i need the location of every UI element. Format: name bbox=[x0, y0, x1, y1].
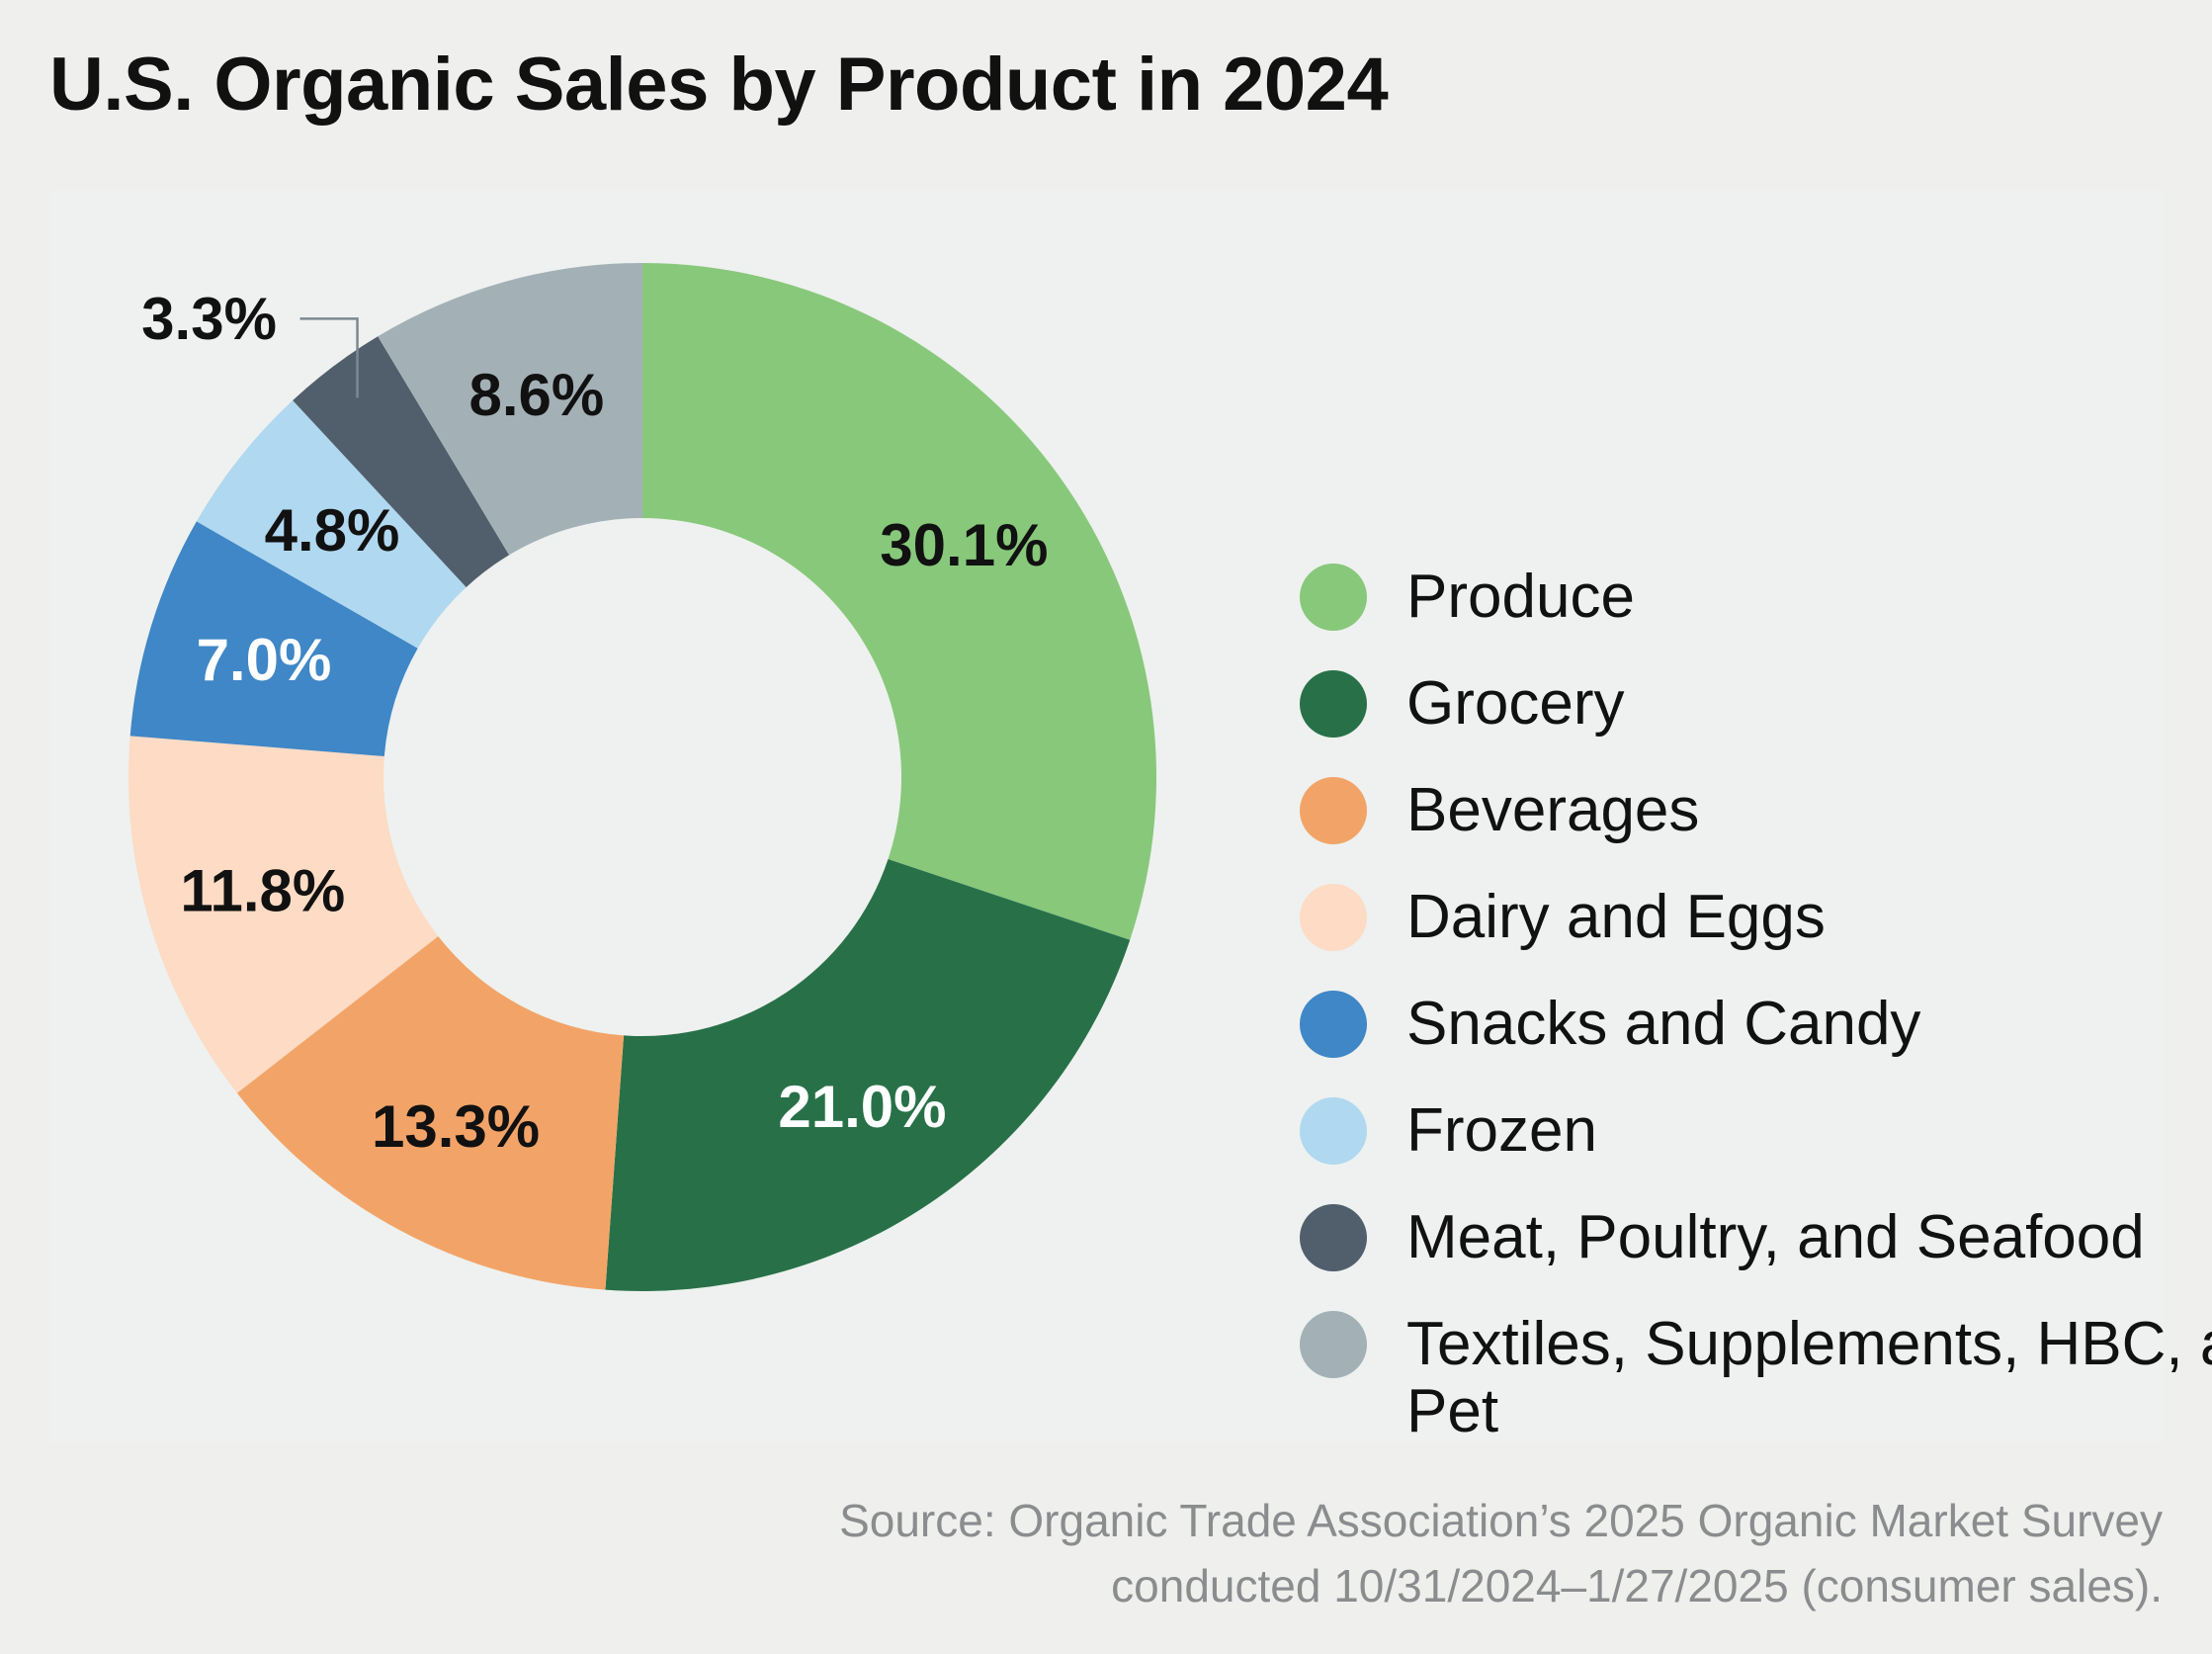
slice-beverages bbox=[236, 936, 625, 1290]
legend-label: Dairy and Eggs bbox=[1406, 883, 1826, 951]
chart-title: U.S. Organic Sales by Product in 2024 bbox=[49, 43, 1389, 127]
data-label-grocery: 21.0% bbox=[778, 1074, 946, 1140]
data-label-produce: 30.1% bbox=[880, 512, 1048, 578]
legend-label: Produce bbox=[1406, 563, 1635, 631]
legend: Produce Grocery Beverages Dairy and Eggs… bbox=[1300, 564, 2212, 1449]
legend-label: Meat, Poultry, and Seafood bbox=[1406, 1203, 2145, 1271]
legend-swatch bbox=[1300, 1097, 1367, 1165]
source-note: Source: Organic Trade Association’s 2025… bbox=[839, 1488, 2163, 1618]
legend-label: Snacks and Candy bbox=[1406, 990, 1921, 1058]
legend-swatch bbox=[1300, 1204, 1367, 1271]
source-line-1: Source: Organic Trade Association’s 2025… bbox=[839, 1495, 2163, 1546]
legend-label: Frozen bbox=[1406, 1096, 1597, 1165]
donut-chart: 30.1% 21.0% 13.3% 11.8% 7.0% 4.8% 3.3% 8.6% bbox=[128, 263, 1156, 1291]
data-label-beverages: 13.3% bbox=[372, 1093, 540, 1160]
slice-grocery bbox=[605, 858, 1131, 1291]
legend-label: Beverages bbox=[1406, 776, 1700, 844]
data-label-snacks-and-candy: 7.0% bbox=[197, 627, 332, 693]
slice-dairy-and-eggs bbox=[128, 736, 439, 1093]
legend-swatch bbox=[1300, 670, 1367, 738]
legend-swatch bbox=[1300, 1311, 1367, 1378]
legend-item-produce: Produce bbox=[1300, 564, 2212, 670]
legend-label: Textiles, Supplements, HBC, and Pet bbox=[1406, 1310, 2212, 1445]
data-label-meat-poultry-and-seafood: 3.3% bbox=[141, 286, 277, 352]
legend-item-textiles-supplements-hbc-pet: Textiles, Supplements, HBC, and Pet bbox=[1300, 1311, 2212, 1449]
slice-frozen bbox=[196, 399, 467, 649]
slice-textiles-supplements-hbc-and-pet bbox=[378, 263, 642, 556]
legend-swatch bbox=[1300, 777, 1367, 844]
legend-item-grocery: Grocery bbox=[1300, 670, 2212, 777]
callout-line bbox=[299, 317, 359, 398]
legend-swatch bbox=[1300, 991, 1367, 1058]
slice-produce bbox=[642, 263, 1156, 940]
legend-swatch bbox=[1300, 564, 1367, 631]
chart-panel: 30.1% 21.0% 13.3% 11.8% 7.0% 4.8% 3.3% 8.6% Pro… bbox=[49, 190, 2212, 1445]
data-label-frozen: 4.8% bbox=[265, 497, 400, 564]
legend-item-snacks-and-candy: Snacks and Candy bbox=[1300, 991, 2212, 1097]
slice-snacks-and-candy bbox=[129, 521, 418, 757]
data-label-textiles-supplements-hbc-and-pet: 8.6% bbox=[468, 362, 604, 428]
legend-item-beverages: Beverages bbox=[1300, 777, 2212, 884]
legend-label: Grocery bbox=[1406, 669, 1625, 738]
legend-swatch bbox=[1300, 884, 1367, 951]
source-line-2: conducted 10/31/2024–1/27/2025 (consumer… bbox=[1111, 1560, 2163, 1611]
data-label-dairy-and-eggs: 11.8% bbox=[180, 858, 345, 924]
legend-item-meat-poultry-seafood: Meat, Poultry, and Seafood bbox=[1300, 1204, 2212, 1311]
slice-meat-poultry-and-seafood bbox=[293, 336, 510, 588]
legend-item-dairy-and-eggs: Dairy and Eggs bbox=[1300, 884, 2212, 991]
legend-item-frozen: Frozen bbox=[1300, 1097, 2212, 1204]
